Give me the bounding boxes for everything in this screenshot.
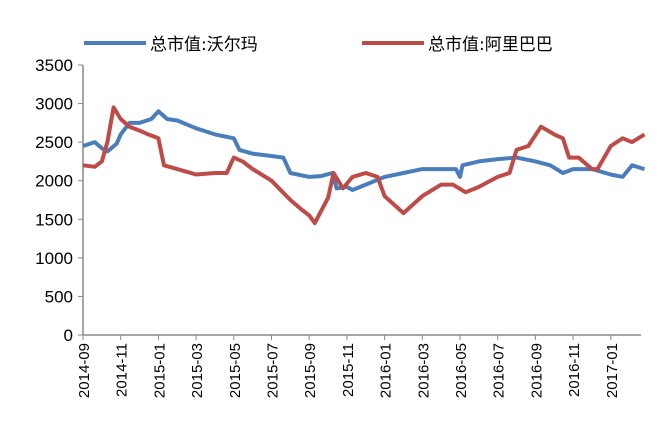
- series-line-0: [82, 109, 646, 192]
- x-tick-label: 2016-01: [378, 343, 395, 398]
- x-tick-label: 2015-01: [151, 343, 168, 398]
- y-tick-label: 2000: [35, 172, 73, 191]
- legend-label: 总市值:阿里巴巴: [428, 35, 553, 55]
- x-tick-label: 2015-09: [302, 343, 319, 398]
- legend-item-alibaba: 总市值:阿里巴巴: [362, 30, 553, 55]
- legend-label: 总市值:沃尔玛: [150, 35, 258, 55]
- legend-item-walmart: 总市值:沃尔玛: [84, 30, 258, 55]
- x-tick-label: 2016-05: [453, 343, 470, 398]
- legend-swatch: [362, 40, 424, 45]
- x-tick-label: 2015-03: [189, 343, 206, 398]
- x-tick-label: 2016-09: [528, 343, 545, 398]
- x-tick-label: 2015-11: [340, 343, 357, 397]
- x-tick-label: 2015-07: [265, 343, 282, 398]
- legend: 总市值:沃尔玛 总市值:阿里巴巴: [0, 30, 660, 55]
- y-tick-label: 2500: [35, 133, 73, 152]
- y-tick-label: 0: [64, 326, 73, 345]
- x-tick-label: 2016-11: [566, 343, 583, 397]
- x-tick-label: 2014-09: [76, 343, 93, 398]
- y-tick-label: 3000: [35, 95, 73, 114]
- legend-swatch: [84, 40, 146, 45]
- y-tick-label: 1000: [35, 249, 73, 268]
- x-tick-label: 2015-05: [227, 343, 244, 398]
- x-tick-label: 2016-03: [415, 343, 432, 398]
- x-tick-label: 2016-07: [491, 343, 508, 398]
- x-tick-label: 2017-01: [604, 343, 621, 398]
- y-tick-label: 500: [45, 287, 73, 306]
- y-tick-label: 3500: [35, 56, 73, 75]
- series-line-1: [82, 105, 646, 226]
- x-tick-label: 2014-11: [114, 343, 131, 397]
- y-tick-label: 1500: [35, 210, 73, 229]
